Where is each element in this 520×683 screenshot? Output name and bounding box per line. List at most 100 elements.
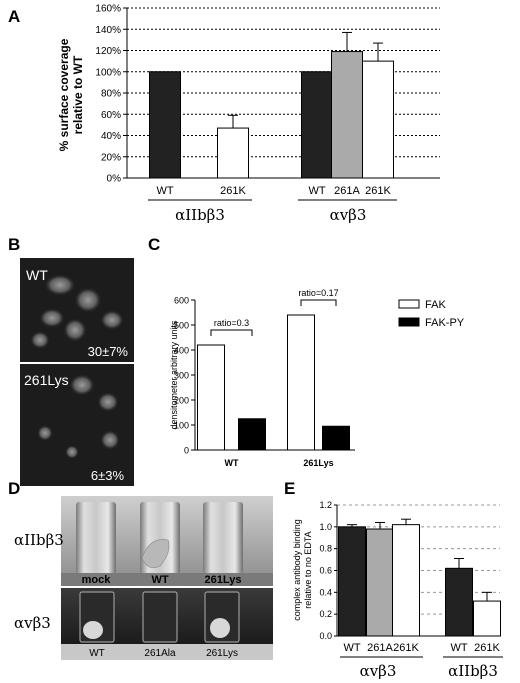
y-tick-label: 140% xyxy=(95,25,121,36)
photo-label-mock: mock xyxy=(82,574,112,586)
y-tick-label: 200 xyxy=(174,396,189,406)
aggregate xyxy=(210,618,230,638)
y-axis-label: % surface coveragerelative to WT xyxy=(57,38,85,151)
bar xyxy=(197,344,225,451)
y-tick-label: 0.2 xyxy=(319,609,332,619)
y-tick-label: 1.2 xyxy=(319,500,332,510)
photo-label-261lys: 261Lys xyxy=(205,574,242,586)
bar xyxy=(238,418,266,451)
x-tick-label: 261Lys xyxy=(303,458,333,468)
bar xyxy=(392,524,420,637)
y-axis-label-line: % surface coverage xyxy=(57,38,71,151)
y-tick-label: 120% xyxy=(95,46,121,57)
x-tick-label: WT xyxy=(450,642,467,654)
aggregate xyxy=(83,621,103,639)
panel-label-d: D xyxy=(8,479,20,498)
cell xyxy=(69,374,95,396)
panel-label-a: A xyxy=(8,7,20,26)
legend-swatch xyxy=(398,299,420,309)
y-tick-label: 0% xyxy=(107,174,122,185)
x-tick-label: 261A xyxy=(367,642,393,654)
photo-label-wt: WT xyxy=(151,574,168,586)
chart-c: 0 100 200 300 400 500 600 WT 261Lys ratio=0.3 rati… xyxy=(169,288,465,468)
y-tick-label: 0 xyxy=(184,446,189,456)
bar xyxy=(366,528,394,637)
ratio-annotation: ratio=0.3 xyxy=(214,318,249,328)
cell xyxy=(39,308,65,328)
cell xyxy=(63,318,87,342)
bar xyxy=(217,127,249,179)
photo-row1-group: αIIbβ3 xyxy=(14,531,64,549)
x-tick-label: WT xyxy=(156,185,173,197)
bar xyxy=(331,51,363,179)
y-tick-label: 600 xyxy=(174,296,189,306)
panel-label-b: B xyxy=(8,235,20,254)
cell xyxy=(74,287,102,313)
tube xyxy=(142,591,178,643)
x-tick-label: 261A xyxy=(334,185,360,197)
group-label: αvβ3 xyxy=(360,662,397,680)
bar xyxy=(149,71,181,179)
photo-label-261lys-2: 261Lys xyxy=(206,648,238,659)
cell xyxy=(44,274,76,296)
bar xyxy=(445,567,473,637)
cell xyxy=(65,445,79,459)
tube-band xyxy=(61,573,273,586)
group-label: αIIbβ3 xyxy=(175,206,225,224)
group-label: αIIbβ3 xyxy=(448,662,498,680)
y-tick-label: 300 xyxy=(174,371,189,381)
y-tick-label: 0.4 xyxy=(319,587,332,597)
cell xyxy=(100,310,124,330)
chart-a: 0% 20% 40% 60% 80% 100% 120% 140% 160% WT 261K WT 26… xyxy=(57,4,440,224)
photo-label-261ala: 261Ala xyxy=(144,648,176,659)
tube-band xyxy=(61,644,273,660)
micrograph-panel: WT 30±7% 261Lys 6±3% xyxy=(20,258,134,486)
legend-label: FAK-PY xyxy=(425,317,465,329)
y-tick-label: 40% xyxy=(101,131,121,142)
bar xyxy=(301,71,333,179)
y-tick-label: 0.8 xyxy=(319,544,332,554)
y-axis-label: densitometer arbitrary units xyxy=(169,320,179,430)
micrograph-bottom-label: 261Lys xyxy=(24,372,69,388)
cell xyxy=(100,430,120,450)
photo-label-wt-2: WT xyxy=(89,648,105,659)
x-tick-label: WT xyxy=(308,185,325,197)
ratio-bracket xyxy=(210,329,253,336)
cell xyxy=(37,425,53,441)
y-tick-label: 160% xyxy=(95,4,121,15)
panel-label-e: E xyxy=(284,479,295,498)
panel-label-c: C xyxy=(148,235,160,254)
chart-e: 0.00.20.40.60.81.01.2WT 261A 261K WT 261Kαvβ… xyxy=(292,500,503,680)
y-axis-label-line: complex antibody binding xyxy=(292,519,302,621)
bar xyxy=(338,526,366,637)
y-tick-label: 100% xyxy=(95,67,121,78)
x-tick-label: WT xyxy=(343,642,360,654)
bar xyxy=(473,600,501,637)
x-tick-label: 261K xyxy=(393,642,419,654)
y-tick-label: 400 xyxy=(174,346,189,356)
legend-swatch xyxy=(398,317,420,327)
micrograph-bottom-value: 6±3% xyxy=(91,468,125,483)
bar xyxy=(322,425,350,451)
y-tick-label: 0.0 xyxy=(319,631,332,641)
tube-photo: αIIbβ3 αvβ3 mock WT 261Lys WT 261Ala 261… xyxy=(14,496,273,660)
y-tick-label: 60% xyxy=(101,110,121,121)
y-tick-label: 500 xyxy=(174,321,189,331)
bar xyxy=(287,314,315,451)
y-tick-label: 100 xyxy=(174,421,189,431)
ratio-bracket xyxy=(300,299,337,306)
y-tick-label: 20% xyxy=(101,152,121,163)
cell xyxy=(97,392,119,412)
tube xyxy=(76,502,116,574)
bar xyxy=(362,60,394,179)
x-tick-label: 261K xyxy=(220,185,246,197)
x-tick-label: 261K xyxy=(474,642,500,654)
x-tick-label: 261K xyxy=(365,185,391,197)
y-tick-label: 0.6 xyxy=(319,566,332,576)
aggregate xyxy=(141,539,170,569)
y-tick-label: 1.0 xyxy=(319,522,332,532)
group-label: αvβ3 xyxy=(330,206,367,224)
ratio-annotation: ratio=0.17 xyxy=(298,288,338,298)
tube xyxy=(203,502,243,574)
